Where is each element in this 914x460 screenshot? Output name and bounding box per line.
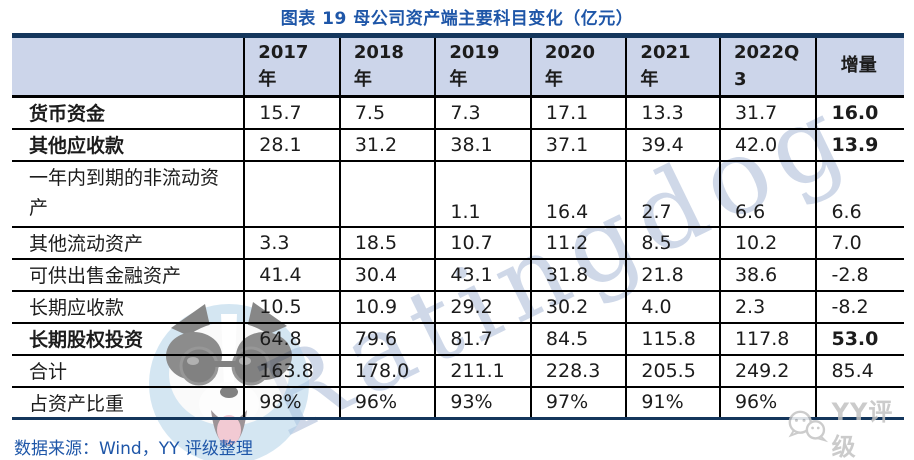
cell: 115.8: [625, 322, 720, 356]
cell: 79.6: [338, 322, 436, 356]
table-row: 可供出售金融资产 41.4 30.4 43.1 31.8 21.8 38.6 -…: [12, 258, 904, 292]
cell: 81.7: [434, 322, 531, 356]
cell: 91%: [625, 386, 720, 419]
row-label: 占资产比重: [29, 392, 125, 415]
row-label: 合计: [12, 354, 245, 388]
header-2022q3: 2022Q 3: [718, 35, 817, 98]
cell: 98%: [243, 386, 340, 419]
table-row: 货币资金 15.7 7.5 7.3 17.1 13.3 31.7 16.0: [12, 96, 904, 130]
header-delta: 增量: [815, 35, 904, 98]
cell: 43.1: [434, 258, 531, 292]
delta-cell: -8.2: [815, 290, 904, 324]
cell: 21.8: [625, 258, 720, 292]
header-2021: 2021 年: [625, 35, 720, 98]
header-blank: [12, 35, 245, 98]
cell: 18.5: [338, 226, 436, 260]
cell: 97%: [529, 386, 627, 419]
row-label: 其他应收款: [12, 128, 245, 162]
header-2017: 2017 年: [243, 35, 340, 98]
row-label: 长期股权投资: [12, 322, 245, 356]
cell: 31.8: [529, 258, 627, 292]
cell: 93%: [434, 386, 531, 419]
cell: 163.8: [243, 354, 340, 388]
cell: 8.5: [625, 226, 720, 260]
cell: 39.4: [625, 128, 720, 162]
row-label: 一年内到期的非流动资产: [12, 160, 245, 228]
table-row: 占资产比重 98% 96% 93% 97% 91% 96%: [12, 386, 904, 419]
figure-table: 2017 年 2018 年 2019 年 2020 年 2021 年 2022Q…: [12, 33, 904, 420]
table-row: 其他流动资产 3.3 18.5 10.7 11.2 8.5 10.2 7.0: [12, 226, 904, 260]
cell: 84.5: [529, 322, 627, 356]
cell: 205.5: [625, 354, 720, 388]
header-2018: 2018 年: [338, 35, 436, 98]
cell: [243, 160, 340, 228]
cell: 38.1: [434, 128, 531, 162]
table-row: 合计 163.8 178.0 211.1 228.3 205.5 249.2 8…: [12, 354, 904, 388]
brand-name: YY评级: [831, 398, 894, 460]
cell: 2.3: [718, 290, 817, 324]
cell: 42.0: [718, 128, 817, 162]
delta-cell: 13.9: [815, 128, 904, 162]
cell: 13.3: [625, 96, 720, 130]
figure-title: 图表 19 母公司资产端主要科目变化（亿元）: [280, 9, 634, 29]
row-label: 可供出售金融资产: [12, 258, 245, 292]
cell: 7.3: [434, 96, 531, 130]
cell: 31.2: [338, 128, 436, 162]
delta-cell: -2.8: [815, 258, 904, 292]
cell: 7.5: [338, 96, 436, 130]
cell: 41.4: [243, 258, 340, 292]
delta-cell: [815, 386, 904, 419]
data-source-note: 数据来源：Wind，YY 评级整理: [14, 439, 253, 459]
cell: [338, 160, 436, 228]
cell: 31.7: [718, 96, 817, 130]
header-row: 2017 年 2018 年 2019 年 2020 年 2021 年 2022Q…: [12, 35, 904, 98]
row-label: 长期应收款: [12, 290, 245, 324]
cell: 30.2: [529, 290, 627, 324]
table-row: 长期应收款 10.5 10.9 29.2 30.2 4.0 2.3 -8.2: [12, 290, 904, 324]
cell: 11.2: [529, 226, 627, 260]
delta-cell: 85.4: [815, 354, 904, 388]
cell: 1.1: [434, 160, 531, 228]
cell: 17.1: [529, 96, 627, 130]
cell: 178.0: [338, 354, 436, 388]
cell: 96%: [718, 386, 817, 419]
table-row: 一年内到期的非流动资产 1.1 16.4 2.7 6.6 6.6: [12, 160, 904, 228]
cell: 3.3: [243, 226, 340, 260]
delta-cell: 16.0: [815, 96, 904, 130]
cell: 2.7: [625, 160, 720, 228]
cell: 4.0: [625, 290, 720, 324]
cell: 29.2: [434, 290, 531, 324]
cell: 30.4: [338, 258, 436, 292]
delta-cell: 53.0: [815, 322, 904, 356]
cell: 10.7: [434, 226, 531, 260]
cell: 38.6: [718, 258, 817, 292]
cell: 64.8: [243, 322, 340, 356]
cell: 10.2: [718, 226, 817, 260]
cell: 10.9: [338, 290, 436, 324]
cell: 10.5: [243, 290, 340, 324]
cell: 16.4: [529, 160, 627, 228]
chat-bubbles-icon: [788, 410, 829, 443]
table-row: 长期股权投资 64.8 79.6 81.7 84.5 115.8 117.8 5…: [12, 322, 904, 356]
row-label: 货币资金: [12, 96, 245, 130]
cell: 37.1: [529, 128, 627, 162]
cell: 6.6: [718, 160, 817, 228]
cell: 15.7: [243, 96, 340, 130]
cell: 249.2: [718, 354, 817, 388]
cell: 211.1: [434, 354, 531, 388]
cell: 28.1: [243, 128, 340, 162]
header-2019: 2019 年: [434, 35, 531, 98]
table-row: 其他应收款 28.1 31.2 38.1 37.1 39.4 42.0 13.9: [12, 128, 904, 162]
delta-cell: 6.6: [815, 160, 904, 228]
delta-cell: 7.0: [815, 226, 904, 260]
cell: 96%: [338, 386, 436, 419]
brand-logo: YY评级: [786, 392, 914, 460]
cell: 228.3: [529, 354, 627, 388]
header-2020: 2020 年: [529, 35, 627, 98]
cell: 117.8: [718, 322, 817, 356]
row-label: 其他流动资产: [12, 226, 245, 260]
